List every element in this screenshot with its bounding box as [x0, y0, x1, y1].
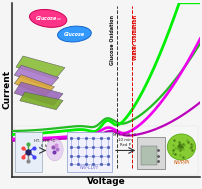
Y-axis label: Current: Current — [3, 70, 12, 109]
Polygon shape — [14, 65, 59, 88]
Polygon shape — [16, 56, 65, 79]
FancyBboxPatch shape — [140, 146, 156, 165]
Text: Glucose$_{ox}$: Glucose$_{ox}$ — [34, 14, 61, 23]
FancyBboxPatch shape — [14, 126, 197, 175]
Ellipse shape — [29, 9, 66, 27]
Ellipse shape — [57, 26, 91, 42]
Text: Glucose: Glucose — [64, 32, 85, 36]
Text: Water Oxidation: Water Oxidation — [133, 15, 138, 60]
X-axis label: Voltage: Voltage — [86, 177, 125, 186]
Circle shape — [166, 134, 195, 160]
Text: NiVP/Pi: NiVP/Pi — [173, 159, 189, 164]
Text: Glucose Oxidation: Glucose Oxidation — [109, 15, 115, 65]
Polygon shape — [14, 82, 63, 105]
Polygon shape — [14, 75, 54, 96]
FancyBboxPatch shape — [15, 132, 41, 172]
Ellipse shape — [46, 138, 63, 161]
Polygon shape — [20, 92, 63, 110]
Text: MW, 100 °C
10 min
Red P: MW, 100 °C 10 min Red P — [113, 133, 136, 147]
FancyBboxPatch shape — [137, 137, 165, 169]
Text: NiV-LDH: NiV-LDH — [80, 165, 98, 170]
Text: HT, 120 °C
6 h: HT, 120 °C 6 h — [34, 139, 55, 148]
FancyBboxPatch shape — [67, 132, 112, 172]
